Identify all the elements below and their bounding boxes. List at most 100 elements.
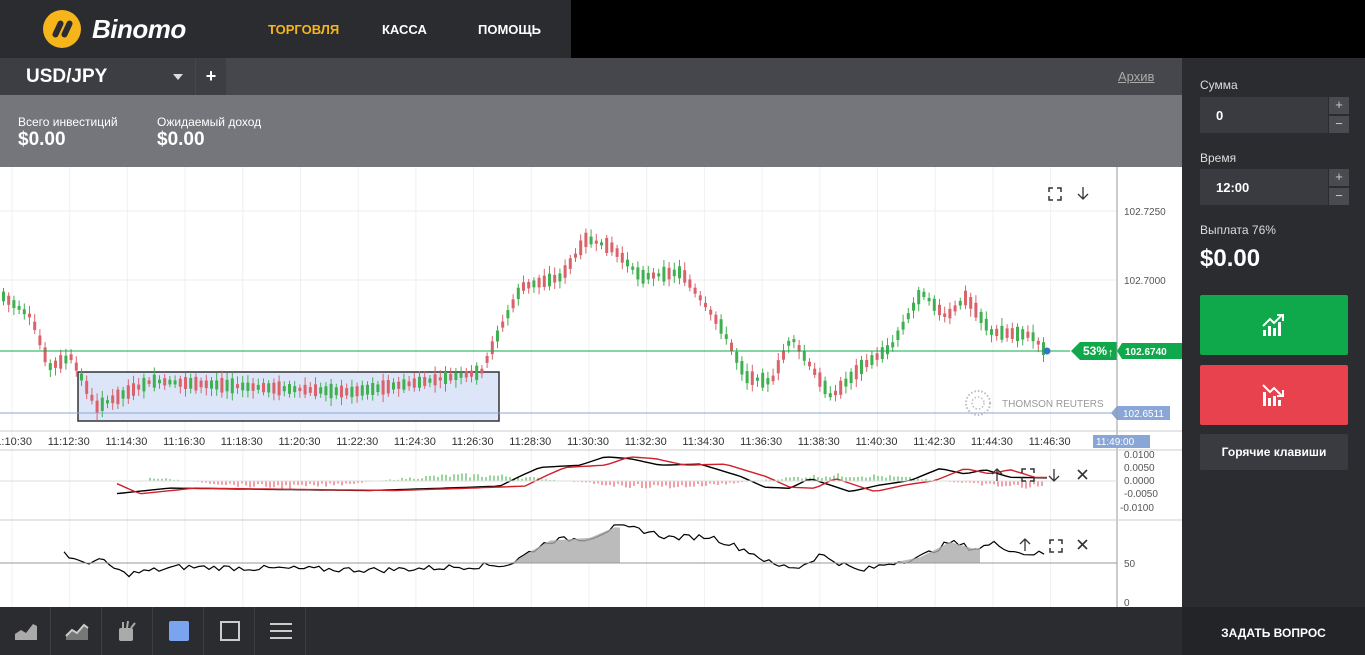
amount-label: Сумма <box>1200 78 1238 92</box>
rsi-tick-2: 0 <box>1124 598 1130 607</box>
color-button[interactable] <box>153 607 204 655</box>
price-tick-2: 102.7000 <box>1124 276 1166 287</box>
asset-selector[interactable]: USD/JPY <box>0 58 195 95</box>
top-header: Binomo ТОРГОВЛЯ КАССА ПОМОЩЬ <box>0 0 571 58</box>
time-label: 11:38:30 <box>798 436 840 448</box>
amount-input[interactable]: 0 <box>1200 97 1328 133</box>
arrow-up-icon: ↑ <box>1108 347 1114 359</box>
time-input[interactable]: 12:00 <box>1200 169 1328 205</box>
bottom-toolbar <box>0 607 1182 655</box>
macd-close-icon[interactable] <box>1077 469 1088 480</box>
time-label: 11:32:30 <box>625 436 667 448</box>
payout-value: $0.00 <box>1200 245 1261 272</box>
price-chart[interactable]: 53% ↑ 102.6740 102.6511 102.7250 102.700… <box>0 167 1182 607</box>
expiry-time: 11:49:00 <box>1096 437 1135 448</box>
chart-down-icon <box>1262 384 1284 406</box>
frame-button[interactable] <box>204 607 255 655</box>
line-chart-icon <box>65 623 89 640</box>
macd-arrow-down-icon[interactable] <box>1048 469 1060 482</box>
chart-area[interactable]: 53% ↑ 102.6740 102.6511 102.7250 102.700… <box>0 167 1182 607</box>
current-price-dot <box>1043 347 1051 355</box>
ask-question-button[interactable]: ЗАДАТЬ ВОПРОС <box>1182 607 1365 655</box>
archive-link[interactable]: Архив <box>1118 69 1155 84</box>
price-tick-1: 102.7250 <box>1124 207 1166 218</box>
indicators-button[interactable] <box>102 607 153 655</box>
macd-fullscreen-icon[interactable] <box>1021 468 1035 482</box>
arrow-down-icon[interactable] <box>1077 187 1089 200</box>
time-minus-button[interactable]: − <box>1329 188 1349 205</box>
rsi-arrow-up-icon[interactable] <box>1019 538 1031 551</box>
binomo-logo-icon <box>43 10 81 48</box>
percent-badge <box>1071 342 1117 360</box>
frame-square-icon <box>220 621 240 641</box>
rsi-close-icon[interactable] <box>1077 539 1088 550</box>
expected-income-value: $0.00 <box>157 129 205 150</box>
time-label: 11:28:30 <box>509 436 551 448</box>
nav-cashier[interactable]: КАССА <box>382 21 427 37</box>
total-invest-value: $0.00 <box>18 129 66 150</box>
macd-tick-2: 0.0050 <box>1124 463 1155 474</box>
time-label: 11:34:30 <box>682 436 724 448</box>
macd-arrow-up-icon[interactable] <box>991 468 1003 481</box>
amount-plus-button[interactable]: + <box>1329 97 1349 114</box>
time-label: 11:16:30 <box>163 436 205 448</box>
candles <box>2 228 1045 421</box>
nav-help[interactable]: ПОМОЩЬ <box>478 21 541 37</box>
macd-indicator <box>116 456 1048 495</box>
rsi-tick-1: 50 <box>1124 559 1136 570</box>
logo[interactable]: Binomo <box>43 10 186 48</box>
current-price-value: 102.6740 <box>1125 347 1167 358</box>
line-chart-button[interactable] <box>51 607 102 655</box>
expiry-time-badge <box>1093 435 1150 448</box>
time-label: 11:30:30 <box>567 436 609 448</box>
time-plus-button[interactable]: + <box>1329 169 1349 186</box>
macd-tick-3: 0.0000 <box>1124 476 1155 487</box>
time-label: 11:18:30 <box>221 436 263 448</box>
deal-price-badge <box>1111 406 1170 420</box>
time-label: 11:36:30 <box>740 436 782 448</box>
indicators-icon <box>119 620 136 641</box>
time-label: 11:24:30 <box>394 436 436 448</box>
area-chart-button[interactable] <box>0 607 51 655</box>
time-label: 11:12:30 <box>48 436 90 448</box>
expected-income-label: Ожидаемый доход <box>157 115 262 129</box>
chevron-down-icon <box>173 74 183 80</box>
time-label: 11:26:30 <box>452 436 494 448</box>
buy-down-button[interactable] <box>1200 365 1348 425</box>
menu-button[interactable] <box>255 607 306 655</box>
fullscreen-icon[interactable] <box>1048 187 1062 201</box>
area-chart-icon <box>15 624 37 640</box>
current-percent: 53% <box>1083 344 1107 358</box>
time-label: 11:22:30 <box>336 436 378 448</box>
rsi-fullscreen-icon[interactable] <box>1049 539 1063 553</box>
buy-up-button[interactable] <box>1200 295 1348 355</box>
current-price-badge <box>1117 343 1182 359</box>
asset-name: USD/JPY <box>26 66 108 87</box>
brand-name: Binomo <box>92 13 186 44</box>
watermark-text: THOMSON REUTERS <box>1002 399 1104 410</box>
time-labels: 11:10:30 11:12:30 11:14:30 11:16:30 11:18:30… <box>0 436 1071 448</box>
macd-tick-1: 0.0100 <box>1124 450 1155 461</box>
time-label: 11:14:30 <box>105 436 147 448</box>
rsi-indicator <box>63 524 1045 578</box>
time-label: 11:44:30 <box>971 436 1013 448</box>
macd-tick-5: -0.0100 <box>1120 503 1154 514</box>
time-label: 11:46:30 <box>1029 436 1071 448</box>
menu-icon <box>270 623 292 639</box>
hotkeys-button[interactable]: Горячие клавиши <box>1200 434 1348 470</box>
order-panel: Сумма 0 + − Время 12:00 + − Выплата 76% … <box>1182 58 1365 607</box>
nav-trading[interactable]: ТОРГОВЛЯ <box>268 21 340 37</box>
investment-stats: Всего инвестиций $0.00 Ожидаемый доход $… <box>0 95 1182 167</box>
chart-up-icon <box>1262 314 1284 336</box>
amount-minus-button[interactable]: − <box>1329 116 1349 133</box>
macd-tick-4: -0.0050 <box>1124 489 1158 500</box>
time-label: 11:10:30 <box>0 436 32 448</box>
deal-price-value: 102.6511 <box>1123 409 1164 420</box>
time-label: 11:42:30 <box>913 436 955 448</box>
time-label: 11:40:30 <box>856 436 898 448</box>
add-asset-button[interactable]: + <box>196 58 226 95</box>
thomson-reuters-logo-icon <box>965 390 991 416</box>
payout-label: Выплата 76% <box>1200 223 1276 237</box>
total-invest-label: Всего инвестиций <box>18 115 118 129</box>
